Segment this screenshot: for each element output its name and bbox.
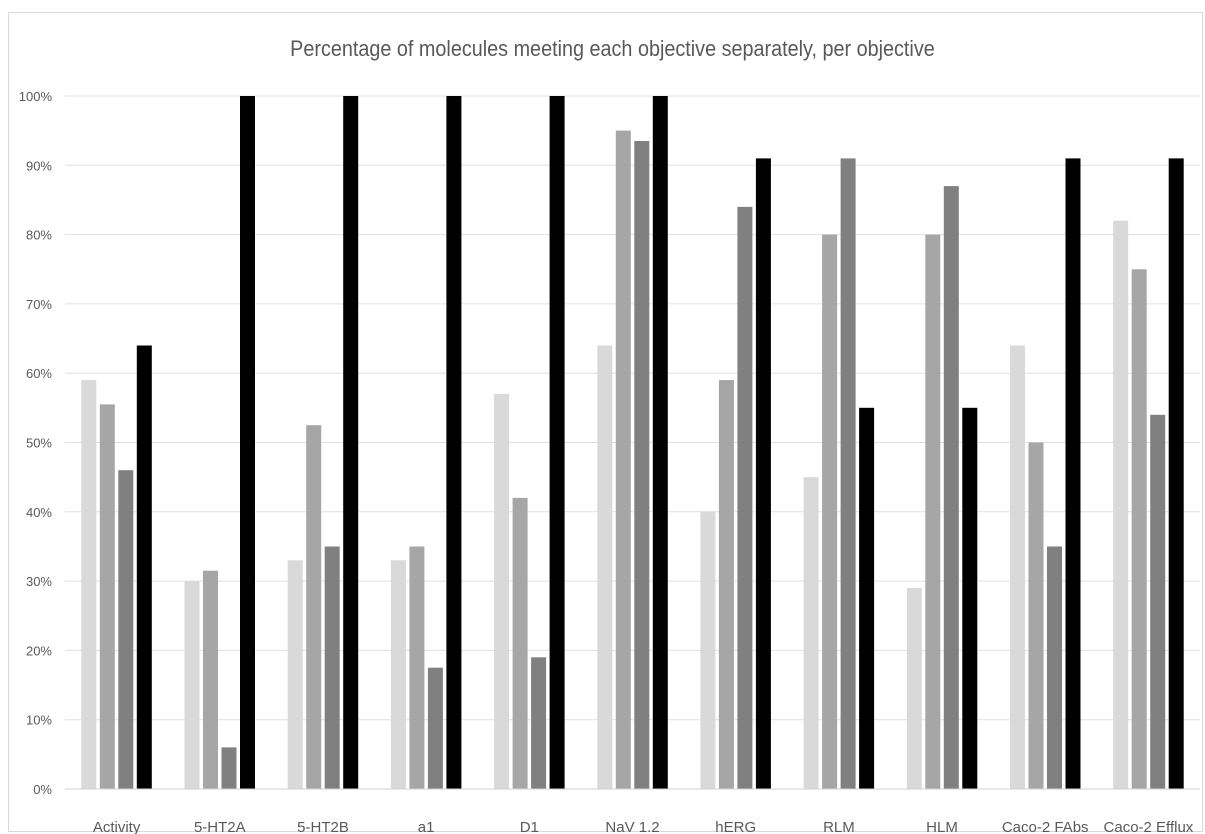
bar-3-herg xyxy=(737,206,753,789)
bar-2-d1 xyxy=(512,497,528,789)
bar-4-caco-2-fabs xyxy=(1065,158,1081,789)
bar-4-rlm xyxy=(859,407,875,789)
bar-1-d1 xyxy=(494,394,510,789)
bar-1-caco-2-efflux xyxy=(1113,220,1129,789)
x-category-label: D1 xyxy=(520,819,539,834)
bar-1-herg xyxy=(700,511,716,789)
y-tick-label: 20% xyxy=(26,643,52,658)
bar-3-caco-2-efflux xyxy=(1150,414,1166,789)
bar-2-activity xyxy=(99,404,115,789)
y-tick-label: 80% xyxy=(26,228,52,243)
bar-1-activity xyxy=(81,380,97,789)
bar-4-caco-2-efflux xyxy=(1168,158,1184,789)
bar-4-activity xyxy=(136,345,152,789)
bar-2-caco-2-fabs xyxy=(1028,442,1044,789)
y-tick-label: 40% xyxy=(26,505,52,520)
bar-3-d1 xyxy=(531,657,547,789)
bar-1-nav-1-2 xyxy=(597,345,613,789)
bar-1-caco-2-fabs xyxy=(1010,345,1025,789)
bar-4-nav-1-2 xyxy=(652,96,668,789)
x-category-label: 5-HT2A xyxy=(194,819,246,834)
bar-1-rlm xyxy=(803,477,819,789)
chart-title: Percentage of molecules meeting each obj… xyxy=(290,36,935,61)
y-tick-label: 100% xyxy=(19,89,53,104)
x-category-label: 5-HT2B xyxy=(297,819,349,834)
bar-3-hlm xyxy=(943,186,959,790)
x-category-label: a1 xyxy=(418,819,435,834)
x-category-label: Caco-2 FAbs xyxy=(1002,819,1089,834)
bar-3-5-ht2a xyxy=(221,747,237,789)
x-category-label: hERG xyxy=(715,819,756,834)
x-category-label: NaV 1.2 xyxy=(605,819,659,834)
bar-3-a1 xyxy=(427,667,443,789)
bar-2-hlm xyxy=(925,234,941,790)
bar-2-nav-1-2 xyxy=(615,130,631,790)
x-category-label: Caco-2 Efflux xyxy=(1104,819,1194,834)
y-tick-label: 0% xyxy=(33,782,52,797)
bar-3-caco-2-fabs xyxy=(1047,546,1062,789)
bar-1-hlm xyxy=(906,588,922,789)
x-category-label: HLM xyxy=(926,819,958,834)
bar-3-activity xyxy=(118,470,134,789)
y-tick-label: 50% xyxy=(26,436,52,451)
bar-4-herg xyxy=(755,158,771,789)
bar-2-caco-2-efflux xyxy=(1131,269,1147,790)
bar-3-nav-1-2 xyxy=(634,141,650,789)
bar-1-5-ht2b xyxy=(287,560,303,789)
bar-4-hlm xyxy=(962,407,978,789)
bars xyxy=(81,96,1184,790)
bar-4-5-ht2b xyxy=(343,96,359,789)
bar-4-d1 xyxy=(549,96,565,789)
y-tick-label: 60% xyxy=(26,366,52,381)
y-axis-tick-labels: 0% 10% 20% 30% 40% 50% 60% 70% 80% 90% 100% xyxy=(19,89,53,797)
bar-1-a1 xyxy=(390,560,406,789)
bar-2-5-ht2a xyxy=(203,570,218,789)
bar-3-5-ht2b xyxy=(324,546,340,789)
y-tick-label: 10% xyxy=(26,713,52,728)
bar-2-a1 xyxy=(409,546,425,789)
bar-2-5-ht2b xyxy=(306,425,322,789)
x-axis-category-labels: Activity 5-HT2A 5-HT2B a1 D1 NaV 1.2 hERG RLM HL… xyxy=(93,819,1194,834)
y-tick-label: 70% xyxy=(26,297,52,312)
bar-4-a1 xyxy=(446,96,462,789)
y-tick-label: 90% xyxy=(26,158,52,173)
bar-2-herg xyxy=(718,380,734,789)
x-category-label: Activity xyxy=(93,819,141,834)
bar-1-5-ht2a xyxy=(184,581,200,789)
bar-3-rlm xyxy=(840,158,856,789)
bar-4-5-ht2a xyxy=(240,96,255,789)
x-category-label: RLM xyxy=(823,819,855,834)
y-tick-label: 30% xyxy=(26,574,52,589)
bar-2-rlm xyxy=(822,234,838,790)
